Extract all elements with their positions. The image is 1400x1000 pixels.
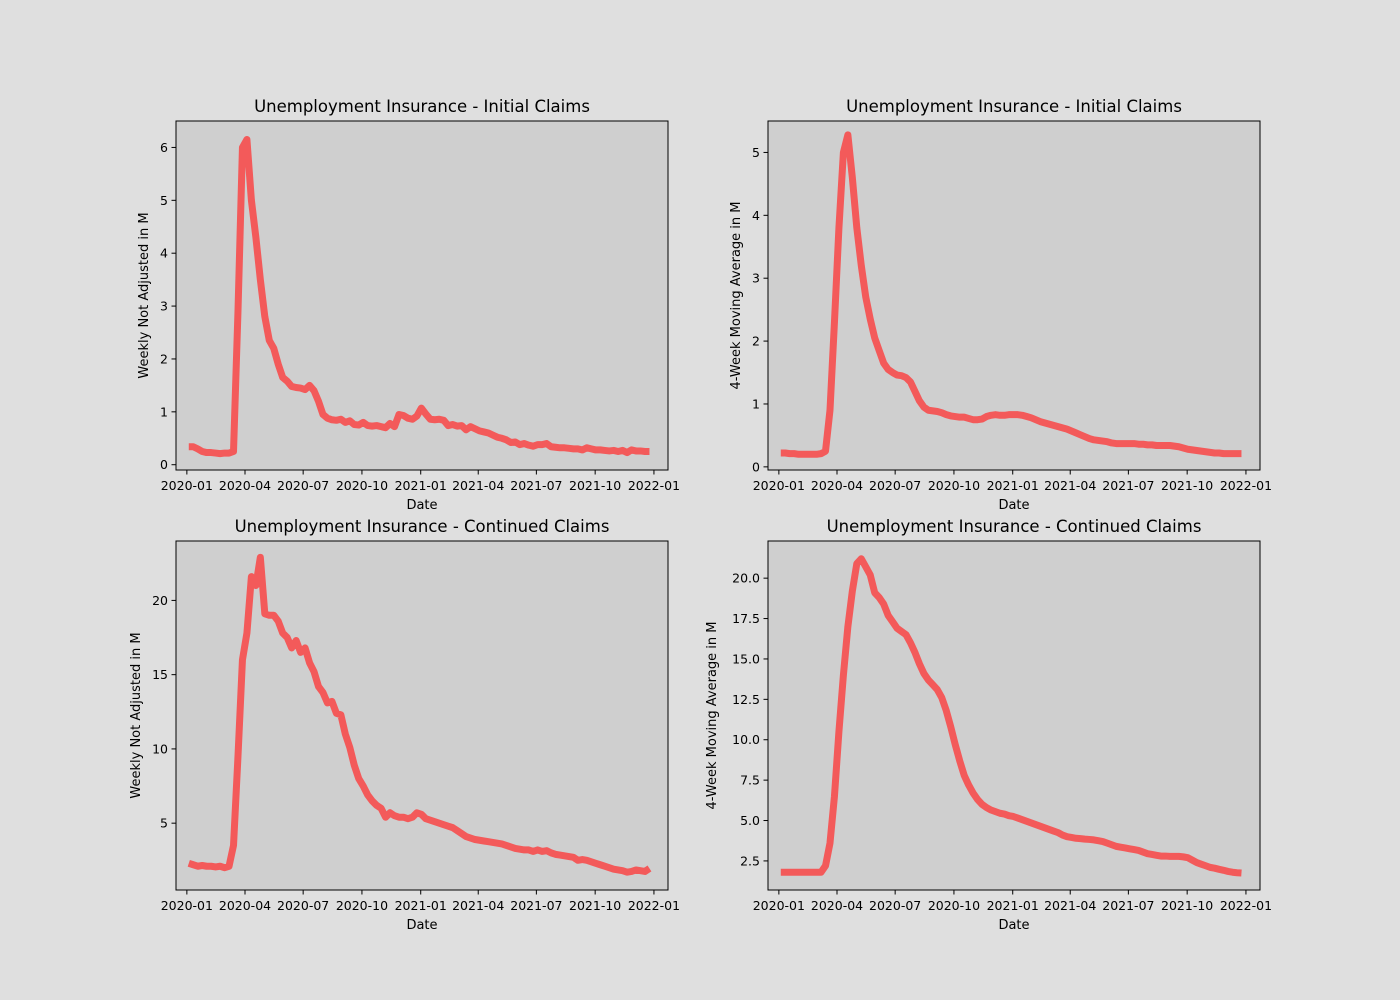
x-tick-label: 2021-10 <box>569 898 621 913</box>
y-tick-label: 5 <box>160 193 168 208</box>
x-tick-label: 2021-10 <box>1161 898 1213 913</box>
x-tick-label: 2020-07 <box>869 478 921 493</box>
x-tick-label: 2020-04 <box>219 898 271 913</box>
plot-frame <box>175 120 669 471</box>
x-tick-label: 2021-01 <box>395 898 447 913</box>
y-axis-label: 4-Week Moving Average in M <box>705 622 720 810</box>
y-tick-label: 2 <box>752 334 760 349</box>
x-tick-label: 2020-10 <box>336 478 388 493</box>
chart-title: Unemployment Insurance - Continued Claim… <box>235 517 610 536</box>
x-tick-label: 2020-10 <box>928 478 980 493</box>
series-line-1 <box>780 555 1242 877</box>
plot-frame <box>767 120 1261 471</box>
x-tick-label: 2021-07 <box>510 478 562 493</box>
x-tick-label: 2021-10 <box>569 478 621 493</box>
x-tick-label: 2020-10 <box>336 898 388 913</box>
x-tick-label: 2020-04 <box>811 898 863 913</box>
x-tick-label: 2021-01 <box>987 478 1039 493</box>
y-axis-label: Weekly Not Adjusted in M <box>129 632 144 798</box>
series-line-1 <box>188 136 650 458</box>
y-tick-label: 6 <box>160 140 168 155</box>
x-tick-label: 2021-04 <box>1044 898 1096 913</box>
y-tick-label: 5 <box>752 145 760 160</box>
y-tick-label: 10 <box>152 741 168 756</box>
plot-area <box>176 541 668 890</box>
x-tick-label: 2021-07 <box>1102 898 1154 913</box>
x-tick-label: 2020-01 <box>753 898 805 913</box>
y-tick-label: 20 <box>152 593 168 608</box>
x-tick-label: 2022-01 <box>1220 478 1272 493</box>
y-tick-label: 0 <box>752 459 760 474</box>
y-tick-label: 10.0 <box>732 732 760 747</box>
x-tick-label: 2020-04 <box>811 478 863 493</box>
chart-panel-3: 2020-01 2020-04 2020-07 2020-10 2021-01 2021-… <box>129 517 680 933</box>
chart-title: Unemployment Insurance - Initial Claims <box>846 97 1182 116</box>
x-tick-label: 2020-07 <box>277 898 329 913</box>
y-tick-label: 15.0 <box>732 651 760 666</box>
plot-frame <box>175 540 669 891</box>
y-axis-label: 4-Week Moving Average in M <box>729 202 744 390</box>
y-tick-label: 20.0 <box>732 571 760 586</box>
x-tick-label: 2022-01 <box>628 898 680 913</box>
x-tick-label: 2020-01 <box>753 478 805 493</box>
y-tick-label: 3 <box>752 271 760 286</box>
y-tick-label: 4 <box>160 246 168 261</box>
y-tick-label: 5 <box>160 816 168 831</box>
x-tick-label: 2020-04 <box>219 478 271 493</box>
y-tick-label: 3 <box>160 299 168 314</box>
y-axis-label: Weekly Not Adjusted in M <box>137 212 152 378</box>
y-tick-label: 1 <box>160 404 168 419</box>
chart-title: Unemployment Insurance - Initial Claims <box>254 97 590 116</box>
y-tick-label: 4 <box>752 208 760 223</box>
y-tick-label: 0 <box>160 457 168 472</box>
y-tick-label: 2.5 <box>740 853 760 868</box>
x-tick-label: 2021-04 <box>1044 478 1096 493</box>
y-tick-label: 1 <box>752 396 760 411</box>
x-tick-label: 2020-01 <box>161 478 213 493</box>
chart-title: Unemployment Insurance - Continued Claim… <box>827 517 1202 536</box>
y-tick-label: 5.0 <box>740 813 760 828</box>
y-tick-label: 12.5 <box>732 692 760 707</box>
y-tick-label: 2 <box>160 351 168 366</box>
x-axis-label: Date <box>406 498 437 513</box>
x-tick-label: 2020-10 <box>928 898 980 913</box>
y-tick-label: 17.5 <box>732 611 760 626</box>
x-tick-label: 2021-04 <box>452 898 504 913</box>
x-tick-label: 2021-07 <box>1102 478 1154 493</box>
x-tick-label: 2021-01 <box>395 478 447 493</box>
chart-panel-2: 2020-01 2020-04 2020-07 2020-10 2021-01 2021-… <box>729 97 1272 513</box>
x-tick-label: 2020-07 <box>277 478 329 493</box>
x-tick-label: 2020-07 <box>869 898 921 913</box>
plot-frame <box>767 540 1261 891</box>
x-axis-label: Date <box>998 918 1029 933</box>
y-tick-label: 15 <box>152 667 168 682</box>
x-axis-label: Date <box>998 498 1029 513</box>
chart-panel-1: 2020-01 2020-04 2020-07 2020-10 2021-01 2021-… <box>137 97 680 513</box>
series-line-1 <box>187 553 652 876</box>
x-tick-label: 2021-10 <box>1161 478 1213 493</box>
x-axis-label: Date <box>406 918 437 933</box>
x-tick-label: 2022-01 <box>628 478 680 493</box>
x-tick-label: 2021-04 <box>452 478 504 493</box>
x-tick-label: 2020-01 <box>161 898 213 913</box>
x-tick-label: 2021-01 <box>987 898 1039 913</box>
x-tick-label: 2021-07 <box>510 898 562 913</box>
x-tick-label: 2022-01 <box>1220 898 1272 913</box>
series-line-1 <box>780 131 1242 458</box>
y-tick-label: 7.5 <box>740 773 760 788</box>
chart-panel-4: 2020-01 2020-04 2020-07 2020-10 2021-01 2021-… <box>705 517 1272 933</box>
